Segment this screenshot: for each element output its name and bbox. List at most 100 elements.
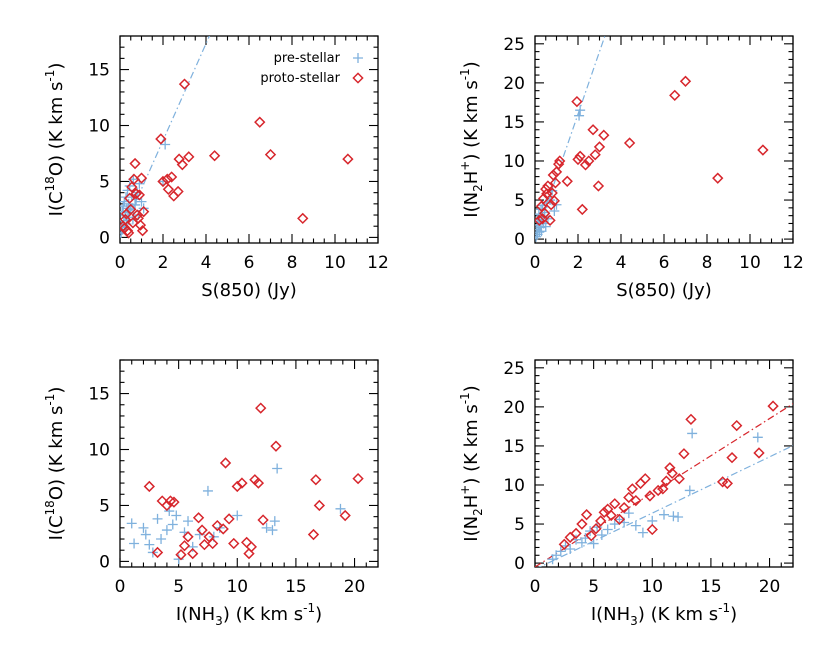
proto-stellar-point <box>678 448 690 460</box>
proto-stellar-point <box>570 527 582 540</box>
proto-stellar-point <box>652 484 664 497</box>
pre-stellar-point <box>609 519 620 530</box>
pre-stellar-point <box>684 485 695 496</box>
proto-stellar-point <box>549 177 562 189</box>
proto-stellar-point <box>339 509 351 522</box>
proto-stellar-point <box>540 183 552 195</box>
proto-stellar-point <box>685 413 697 426</box>
x-tick-label: 0 <box>530 253 541 273</box>
proto-stellar-point <box>255 402 267 414</box>
plot-area <box>535 36 769 242</box>
y-tick-label: 5 <box>99 172 110 192</box>
x-tick-label: 2 <box>158 253 169 273</box>
proto-stellar-point <box>257 514 269 526</box>
pre-stellar-point <box>167 519 178 530</box>
proto-stellar-point <box>595 515 607 527</box>
proto-stellar-point <box>587 124 599 136</box>
x-tick-label: 0 <box>115 577 126 597</box>
proto-stellar-point <box>679 75 692 87</box>
x-tick-label: 8 <box>702 253 713 273</box>
plot-frame <box>119 359 379 568</box>
proto-stellar-point <box>243 547 255 560</box>
proto-stellar-point <box>165 171 178 183</box>
proto-stellar-point <box>236 477 248 489</box>
pre-stellar-point <box>183 516 194 527</box>
proto-stellar-point <box>124 192 136 204</box>
proto-stellar-point <box>634 477 647 490</box>
pre-stellar-point <box>232 510 243 521</box>
proto-stellar-point <box>548 195 561 207</box>
proto-stellar-point <box>313 499 326 512</box>
y-axis-title: I(C18O) (K km s-1) <box>43 387 67 541</box>
proto-stellar-point <box>254 116 266 128</box>
plot-area <box>126 402 364 565</box>
y-tick-label: 0 <box>99 228 110 248</box>
x-tick-label: 8 <box>287 253 298 273</box>
pre-stellar-point <box>555 546 566 557</box>
proto-stellar-point <box>589 149 601 161</box>
pre-stellar-point <box>269 516 280 527</box>
pre-stellar-point <box>630 520 641 531</box>
proto-stellar-point <box>623 137 636 149</box>
plot-frame <box>119 35 379 244</box>
proto-stellar-point <box>541 188 553 200</box>
proto-stellar-point <box>767 400 779 412</box>
proto-stellar-point <box>155 133 167 145</box>
proto-stellar-point <box>162 183 175 195</box>
pre-stellar-point <box>171 510 182 521</box>
proto-stellar-point <box>217 523 229 535</box>
proto-stellar-point <box>307 528 320 541</box>
x-tick-label: 4 <box>616 253 627 273</box>
pre-stellar-point <box>536 226 547 237</box>
proto-stellar-point <box>646 523 658 536</box>
x-axis-title: I(NH3) (K km s-1) <box>591 601 737 628</box>
x-tick-label: 15 <box>285 577 307 597</box>
proto-stellar-point <box>192 512 205 524</box>
proto-stellar-point <box>585 530 597 542</box>
proto-stellar-point <box>270 440 282 452</box>
proto-stellar-point <box>219 457 232 469</box>
proto-stellar-point <box>121 225 134 237</box>
pre-stellar-point <box>623 508 634 519</box>
x-tick-label: 6 <box>659 253 670 273</box>
y-tick-label: 15 <box>503 113 525 133</box>
proto-stellar-point <box>544 214 556 227</box>
proto-stellar-point <box>564 531 576 543</box>
proto-stellar-point <box>172 185 184 198</box>
proto-stellar-point <box>673 473 685 485</box>
pre-stellar-point <box>659 509 669 520</box>
proto-stellar-point <box>231 480 243 493</box>
y-tick-label: 25 <box>503 35 525 55</box>
proto-stellar-point <box>130 188 142 200</box>
proto-stellar-point <box>151 546 164 559</box>
proto-stellar-point <box>639 473 651 485</box>
proto-stellar-point <box>598 129 610 141</box>
proto-stellar-point <box>134 219 147 231</box>
pre-stellar-point <box>202 485 213 496</box>
proto-stellar-point <box>580 509 593 521</box>
proto-stellar-point <box>208 150 221 162</box>
proto-stellar-point <box>168 496 180 508</box>
y-tick-label: 0 <box>99 552 110 572</box>
x-tick-label: 5 <box>173 577 184 597</box>
y-tick-label: 20 <box>503 398 525 418</box>
x-tick-label: 10 <box>641 577 663 597</box>
proto-stellar-point <box>572 153 584 166</box>
y-axis-title: I(N2H+) (K km s-1) <box>458 61 485 217</box>
proto-stellar-point <box>583 155 595 167</box>
legend-marker-pre-stellar <box>353 53 363 63</box>
y-axis-title: I(N2H+) (K km s-1) <box>458 385 485 541</box>
fit-line <box>538 445 793 567</box>
proto-stellar-point <box>592 180 605 192</box>
pre-stellar-point <box>668 511 679 522</box>
x-tick-label: 12 <box>367 253 389 273</box>
proto-stellar-point <box>206 537 219 550</box>
x-axis-title: S(850) (Jy) <box>616 280 712 301</box>
pre-stellar-point <box>540 221 551 232</box>
y-tick-label: 5 <box>514 515 525 535</box>
proto-stellar-point <box>726 451 738 464</box>
proto-stellar-point <box>757 144 769 156</box>
proto-stellar-point <box>161 173 173 185</box>
pre-stellar-point <box>752 432 763 443</box>
proto-stellar-point <box>178 540 191 552</box>
